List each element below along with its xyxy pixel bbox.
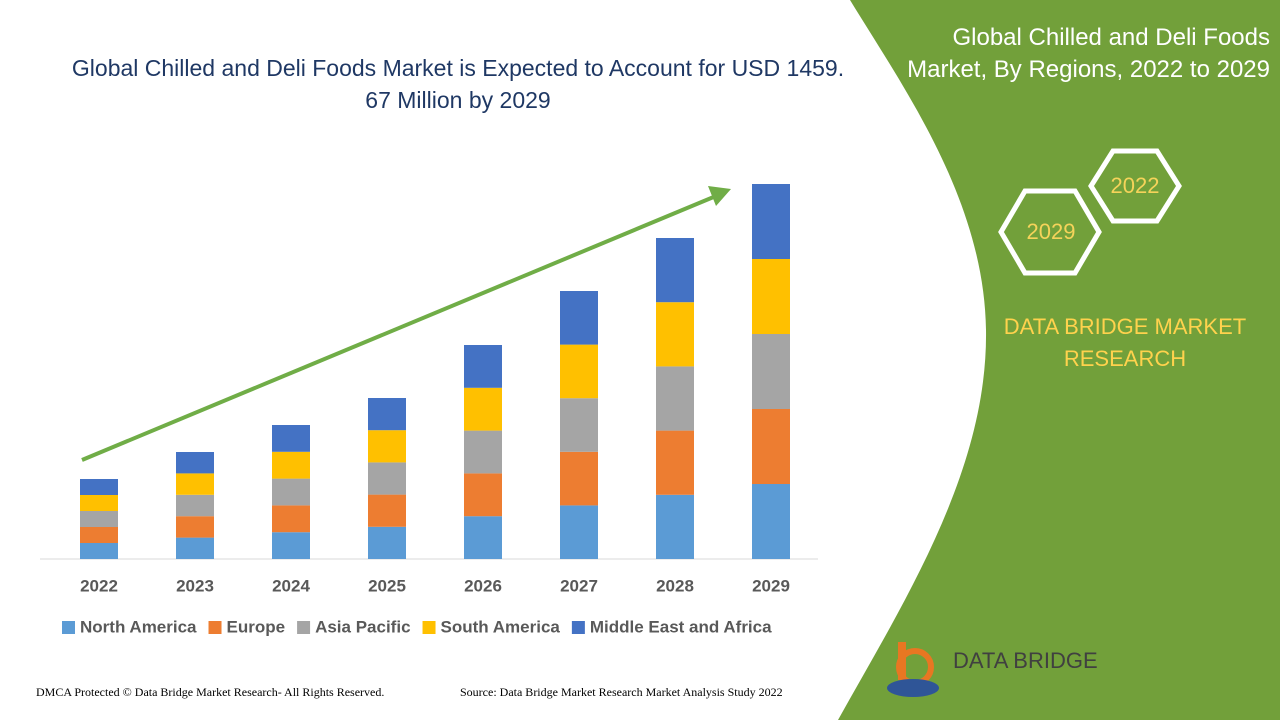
bar-segment xyxy=(272,451,310,479)
bar-segment xyxy=(368,494,406,527)
bar-segment xyxy=(752,334,790,409)
bar-segment xyxy=(272,532,310,559)
legend: North America Europe Asia Pacific South Ame… xyxy=(62,617,772,636)
x-tick-label: 2025 xyxy=(368,576,406,595)
legend-label: North America xyxy=(80,617,197,636)
legend-swatch xyxy=(571,621,585,634)
bar-segment xyxy=(464,345,502,388)
chart-title: Global Chilled and Deli Foods Market is … xyxy=(71,55,845,113)
bar-segment xyxy=(560,344,598,399)
bar-segment xyxy=(272,505,310,533)
legend-label: South America xyxy=(441,617,561,636)
bar-segment xyxy=(176,494,214,517)
bar-segment xyxy=(176,473,214,495)
legend-label: Asia Pacific xyxy=(315,617,410,636)
bar-segment xyxy=(656,366,694,431)
bar-segment xyxy=(80,527,118,543)
bar-segment xyxy=(80,479,118,495)
bars xyxy=(80,184,790,559)
panel-title: Global Chilled and Deli Foods Market, By… xyxy=(907,24,1270,83)
legend-swatch xyxy=(422,621,436,634)
legend-label: Middle East and Africa xyxy=(590,617,772,636)
bar-segment xyxy=(272,425,310,452)
bar-segment xyxy=(752,184,790,259)
bar-segment xyxy=(752,484,790,559)
trend-arrow-head xyxy=(708,186,731,206)
bar-segment xyxy=(560,451,598,506)
bar-segment xyxy=(464,430,502,474)
bar-segment xyxy=(656,430,694,495)
legend-label: Europe xyxy=(227,617,286,636)
bar-segment xyxy=(176,537,214,559)
bar-segment xyxy=(464,516,502,559)
bar-segment xyxy=(272,478,310,506)
x-tick-label: 2029 xyxy=(752,576,790,595)
bar-segment xyxy=(368,430,406,463)
side-panel-bg xyxy=(838,0,1280,720)
bar-segment xyxy=(560,291,598,345)
bar-segment xyxy=(80,543,118,559)
bar-segment xyxy=(752,259,790,334)
bar-segment xyxy=(176,452,214,474)
trend-arrow xyxy=(81,194,717,462)
bar-segment xyxy=(368,526,406,559)
logo-mark xyxy=(887,679,939,697)
bar-segment xyxy=(80,511,118,527)
bar-segment xyxy=(368,398,406,431)
logo-text: DATA BRIDGE xyxy=(953,648,1098,673)
bar-segment xyxy=(656,494,694,559)
hex-year: 2029 xyxy=(1027,219,1076,244)
hexagon xyxy=(998,188,1102,276)
hexagon xyxy=(1088,148,1182,224)
logo xyxy=(887,642,939,697)
x-tick-label: 2028 xyxy=(656,576,694,595)
legend-swatch xyxy=(62,621,75,634)
bar-segment xyxy=(176,516,214,538)
legend-swatch xyxy=(297,621,311,634)
bar-segment xyxy=(464,387,502,431)
x-tick-label: 2024 xyxy=(272,576,310,595)
source: Source: Data Bridge Market Research Mark… xyxy=(460,685,783,699)
bar-segment xyxy=(656,302,694,367)
bar-segment xyxy=(560,398,598,452)
bar-segment xyxy=(464,473,502,517)
bar-segment xyxy=(80,495,118,511)
copyright: DMCA Protected © Data Bridge Market Rese… xyxy=(36,685,384,699)
x-tick-label: 2026 xyxy=(464,576,502,595)
bar-segment xyxy=(656,238,694,303)
x-tick-label: 2027 xyxy=(560,576,598,595)
x-tick-label: 2023 xyxy=(176,576,214,595)
legend-swatch xyxy=(208,621,222,634)
bar-segment xyxy=(368,462,406,495)
bar-segment xyxy=(560,505,598,559)
bar-segment xyxy=(752,409,790,484)
brand: DATA BRIDGE MARKET RESEARCH xyxy=(1003,314,1247,371)
hex-year: 2022 xyxy=(1111,173,1160,198)
x-tick-label: 2022 xyxy=(80,576,118,595)
